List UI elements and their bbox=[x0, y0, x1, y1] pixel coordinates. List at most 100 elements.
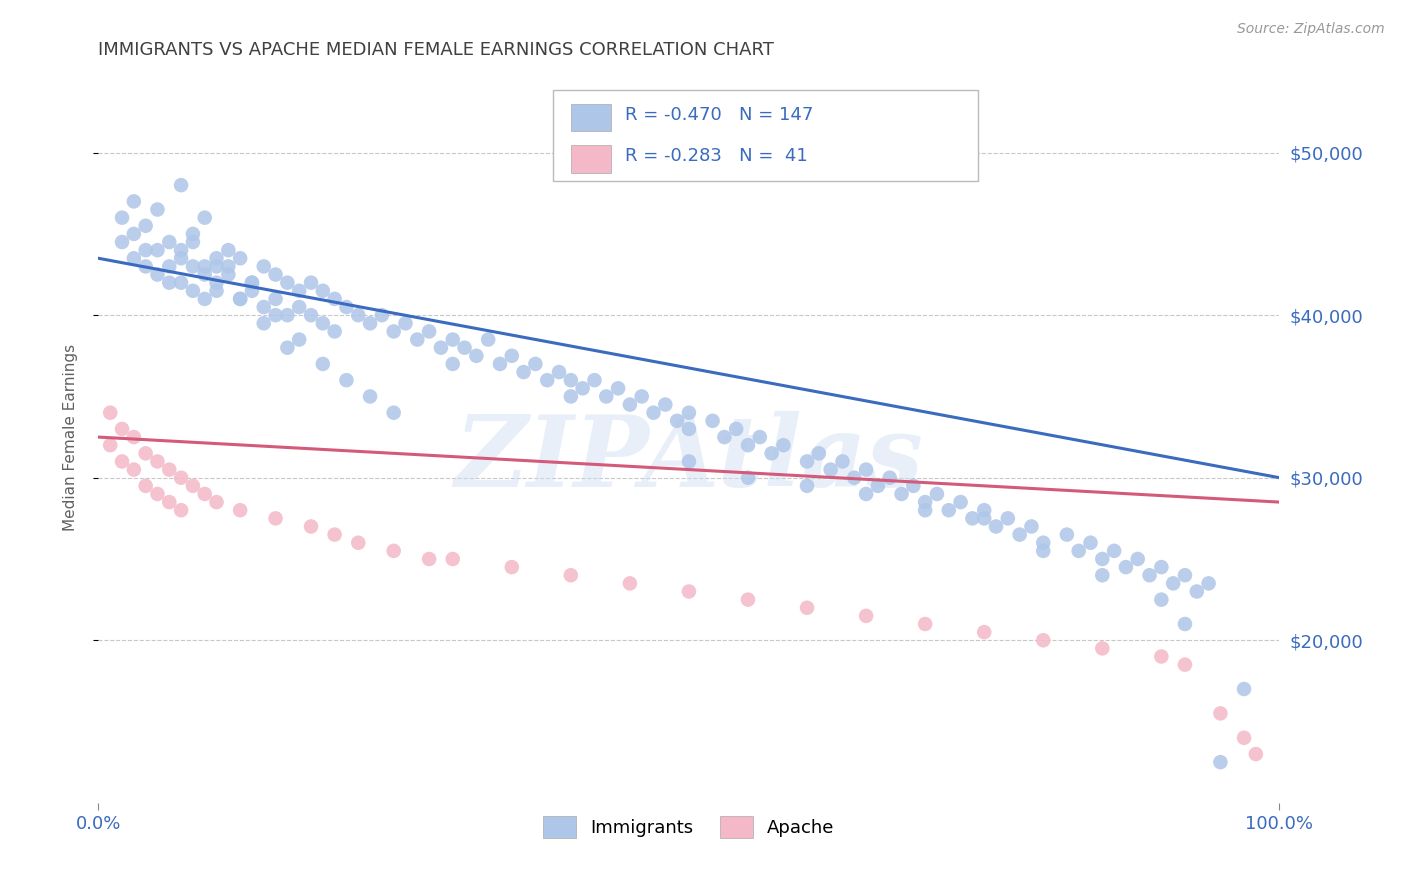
Point bbox=[725, 422, 748, 436]
Point bbox=[441, 552, 464, 566]
Point bbox=[1174, 617, 1197, 632]
Point bbox=[914, 495, 936, 509]
Point bbox=[98, 438, 121, 452]
Point bbox=[583, 373, 606, 387]
Point bbox=[359, 316, 381, 330]
Point bbox=[1244, 747, 1267, 761]
Point bbox=[299, 276, 322, 290]
Point bbox=[205, 276, 228, 290]
Point bbox=[962, 511, 984, 525]
Point bbox=[170, 503, 193, 517]
Point bbox=[170, 471, 193, 485]
Point bbox=[217, 268, 239, 282]
Point bbox=[536, 373, 558, 387]
Point bbox=[678, 584, 700, 599]
Point bbox=[288, 284, 311, 298]
Point bbox=[702, 414, 724, 428]
Point bbox=[855, 487, 877, 501]
Point bbox=[1091, 641, 1114, 656]
Point bbox=[1056, 527, 1078, 541]
Point bbox=[643, 406, 665, 420]
Point bbox=[1091, 568, 1114, 582]
Point bbox=[772, 438, 794, 452]
Point bbox=[761, 446, 783, 460]
Point bbox=[524, 357, 547, 371]
Point bbox=[453, 341, 475, 355]
Point bbox=[264, 292, 287, 306]
Point bbox=[512, 365, 534, 379]
Point bbox=[135, 260, 157, 274]
Point bbox=[418, 325, 440, 339]
Point bbox=[1067, 544, 1090, 558]
Point bbox=[748, 430, 770, 444]
Point bbox=[276, 308, 298, 322]
Point bbox=[713, 430, 735, 444]
Point bbox=[181, 260, 204, 274]
Point bbox=[264, 511, 287, 525]
Point bbox=[619, 398, 641, 412]
Point bbox=[571, 381, 593, 395]
Point bbox=[1032, 535, 1054, 549]
Point bbox=[229, 252, 252, 266]
Point bbox=[323, 527, 346, 541]
Point bbox=[1209, 706, 1232, 721]
Point bbox=[630, 389, 652, 403]
Point bbox=[406, 333, 429, 347]
Point bbox=[253, 316, 276, 330]
Point bbox=[1139, 568, 1161, 582]
Point bbox=[181, 284, 204, 298]
Point bbox=[973, 503, 995, 517]
Point bbox=[1115, 560, 1137, 574]
Point bbox=[146, 202, 169, 217]
Point bbox=[111, 422, 134, 436]
Point bbox=[831, 454, 853, 468]
Point bbox=[157, 462, 180, 476]
Point bbox=[796, 479, 818, 493]
Point bbox=[146, 243, 169, 257]
Point bbox=[181, 479, 204, 493]
Text: R = -0.283   N =  41: R = -0.283 N = 41 bbox=[626, 147, 808, 165]
Point bbox=[347, 308, 370, 322]
Point bbox=[997, 511, 1019, 525]
Point bbox=[1198, 576, 1220, 591]
Point bbox=[1126, 552, 1149, 566]
Point bbox=[205, 495, 228, 509]
Point bbox=[205, 284, 228, 298]
Point bbox=[394, 316, 416, 330]
Point bbox=[135, 479, 157, 493]
Point bbox=[984, 519, 1007, 533]
Point bbox=[146, 487, 169, 501]
Point bbox=[465, 349, 488, 363]
Point bbox=[737, 471, 759, 485]
Point bbox=[1091, 552, 1114, 566]
Point bbox=[666, 414, 689, 428]
Point bbox=[194, 211, 217, 225]
Point bbox=[654, 398, 676, 412]
Text: R = -0.470   N = 147: R = -0.470 N = 147 bbox=[626, 105, 814, 124]
Point bbox=[489, 357, 512, 371]
Point bbox=[217, 260, 239, 274]
Y-axis label: Median Female Earnings: Median Female Earnings bbox=[63, 343, 77, 531]
Point bbox=[619, 576, 641, 591]
Point bbox=[288, 300, 311, 314]
Point bbox=[122, 462, 145, 476]
Point bbox=[157, 235, 180, 249]
Point bbox=[194, 292, 217, 306]
Point bbox=[312, 357, 335, 371]
Point bbox=[1233, 731, 1256, 745]
Point bbox=[855, 608, 877, 623]
FancyBboxPatch shape bbox=[571, 145, 612, 173]
Point bbox=[122, 252, 145, 266]
Point bbox=[678, 406, 700, 420]
Point bbox=[157, 260, 180, 274]
Point bbox=[323, 325, 346, 339]
Point bbox=[111, 454, 134, 468]
Point bbox=[382, 544, 405, 558]
Point bbox=[925, 487, 948, 501]
Point bbox=[879, 471, 901, 485]
Point bbox=[217, 243, 239, 257]
Point bbox=[560, 389, 582, 403]
Point bbox=[205, 260, 228, 274]
Point bbox=[914, 503, 936, 517]
Point bbox=[170, 178, 193, 193]
